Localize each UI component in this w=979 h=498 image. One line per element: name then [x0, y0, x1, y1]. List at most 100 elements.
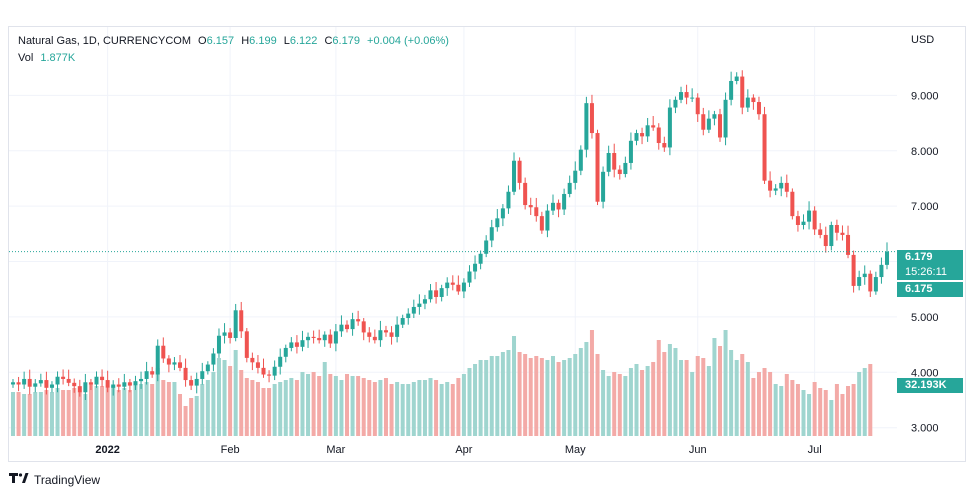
candle-body: [161, 345, 166, 359]
volume-bar: [807, 394, 812, 436]
x-tick-label: Mar: [326, 444, 345, 456]
candle-body: [10, 382, 16, 385]
candle-body: [701, 114, 706, 130]
x-tick-label: Jul: [808, 444, 822, 456]
volume-bar: [768, 372, 773, 436]
volume-bar: [706, 366, 711, 436]
candle-body: [667, 107, 672, 148]
volume-bar: [640, 370, 645, 436]
volume-bar: [445, 382, 450, 436]
currency-label[interactable]: USD: [911, 34, 935, 46]
candle-body: [567, 182, 572, 194]
volume-bar: [144, 382, 149, 436]
candle-body: [695, 97, 700, 115]
volume-bar: [222, 360, 227, 436]
candle-body: [311, 336, 316, 338]
candles: [10, 70, 890, 400]
candle-body: [706, 118, 711, 130]
symbol-title[interactable]: Natural Gas, 1D, CURRENCYCOM: [18, 35, 191, 47]
high-value: 6.199: [249, 35, 277, 47]
volume-bar: [517, 352, 522, 436]
volume-bar: [751, 378, 756, 436]
candle-body: [239, 310, 244, 332]
volume-bar: [473, 364, 478, 436]
candle-body: [372, 336, 377, 341]
candle-body: [534, 207, 539, 217]
volume-bar: [434, 380, 439, 436]
volume-bar: [512, 336, 517, 436]
candle-body: [651, 125, 656, 128]
candle-body: [389, 332, 394, 337]
candle-body: [751, 97, 756, 103]
volume-bar: [383, 378, 388, 436]
candle-body: [473, 263, 478, 272]
volume-label[interactable]: Vol: [18, 52, 34, 64]
volume-bar: [88, 384, 93, 436]
candle-body: [61, 376, 66, 379]
candle-body: [617, 169, 622, 175]
volume-bar: [94, 386, 99, 436]
volume-bar: [155, 368, 160, 436]
candle-body: [272, 366, 277, 376]
volume-bar: [684, 360, 689, 436]
candle-body: [812, 210, 817, 230]
volume-bar: [372, 382, 377, 436]
candle-body: [762, 114, 767, 181]
candle-body: [489, 227, 494, 241]
candle-body: [16, 382, 21, 385]
volume-bar: [562, 360, 567, 436]
volume-bar: [545, 360, 550, 436]
candle-body: [656, 127, 661, 144]
volume-bar: [322, 362, 327, 436]
x-axis-labels: 2022 Feb Mar Apr May Jun Jul: [95, 444, 821, 456]
last-price-tag: 6.179: [897, 250, 963, 265]
volume-bar: [417, 380, 422, 436]
volume-bar: [178, 394, 183, 436]
candle-body: [467, 271, 472, 283]
volume-bar: [701, 358, 706, 436]
volume-bar: [205, 380, 210, 436]
candle-body: [851, 254, 856, 286]
volume-bar: [339, 380, 344, 436]
volume-bar: [790, 380, 795, 436]
volume-bar: [818, 388, 823, 436]
volume-bar: [456, 378, 461, 436]
volume-bar: [667, 344, 672, 436]
chart-frame[interactable]: [8, 26, 966, 462]
footer[interactable]: TradingView: [9, 472, 100, 487]
volume-bar: [606, 376, 611, 436]
candle-body: [172, 362, 177, 365]
candle-body: [523, 182, 528, 206]
volume-bar: [100, 386, 105, 436]
volume-bar: [83, 394, 88, 436]
candle-body: [66, 378, 71, 383]
volume-bar: [578, 348, 583, 436]
volume-bar: [734, 360, 739, 436]
volume-bar: [250, 380, 255, 436]
volume-bar: [461, 374, 466, 436]
candle-body: [801, 221, 806, 225]
volume-bar: [601, 370, 606, 436]
candle-body: [606, 152, 611, 172]
candle-body: [500, 208, 505, 219]
candle-body: [350, 319, 355, 330]
candle-body: [601, 171, 606, 202]
volume-bar: [846, 386, 851, 436]
volume-bar: [645, 366, 650, 436]
candle-body: [662, 143, 667, 148]
candle-body: [717, 114, 722, 138]
candle-body: [189, 380, 194, 386]
y-tick-label: 5.000: [911, 312, 939, 324]
candle-body: [356, 319, 361, 322]
volume-bar: [679, 360, 684, 436]
candle-body: [712, 114, 717, 119]
candle-body: [818, 229, 823, 235]
candle-body: [756, 102, 761, 115]
volume-bar: [239, 370, 244, 436]
volume-bar: [712, 338, 717, 436]
volume-bar: [484, 360, 489, 436]
candle-body: [139, 378, 144, 382]
candle-body: [150, 371, 155, 375]
